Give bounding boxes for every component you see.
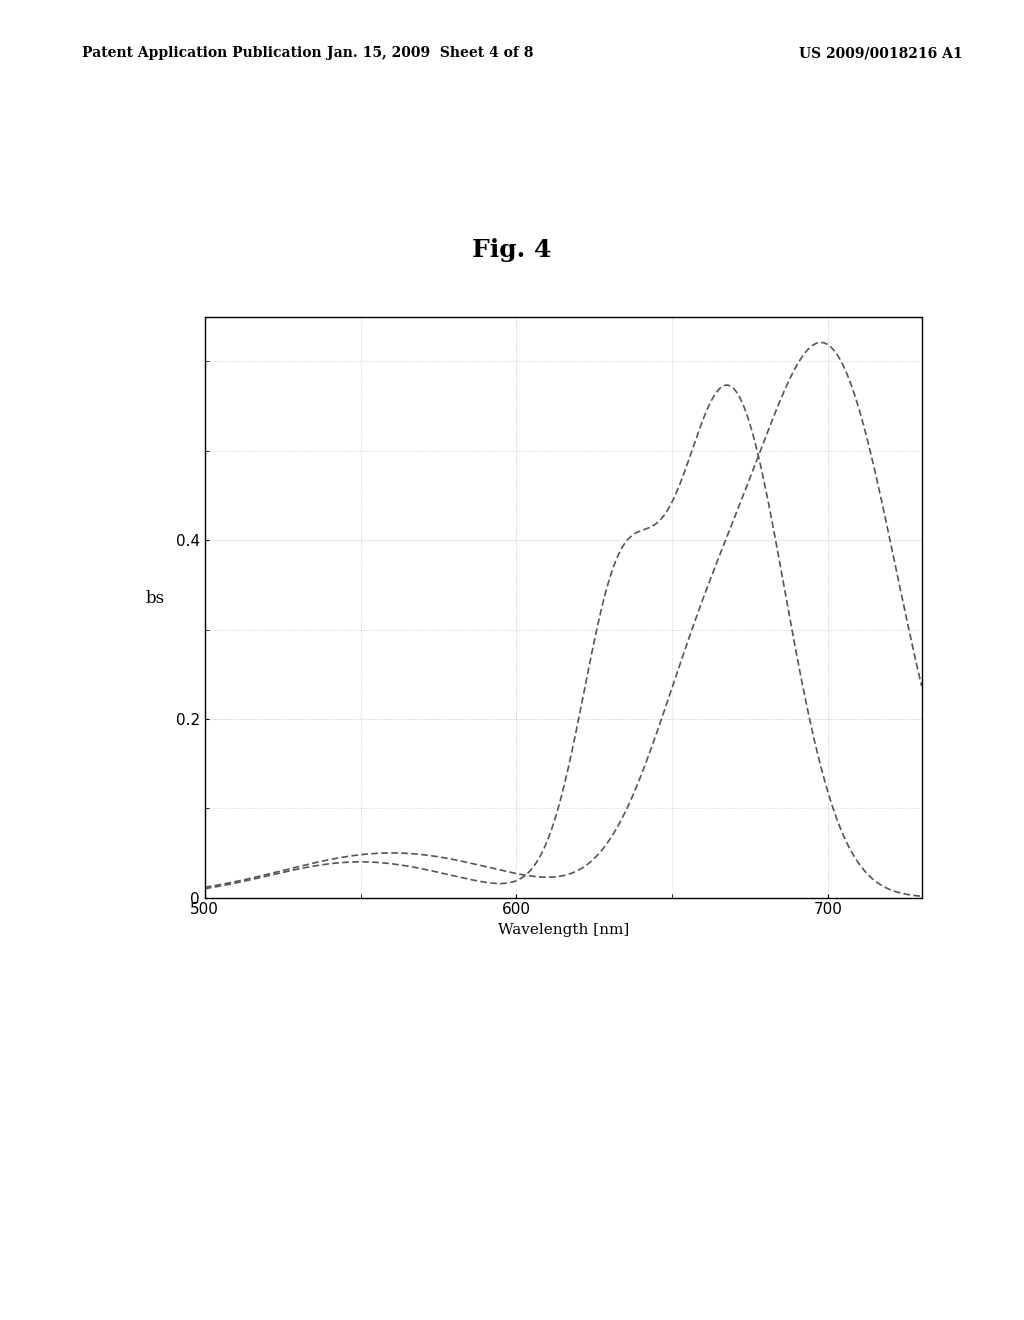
Text: Patent Application Publication: Patent Application Publication (82, 46, 322, 61)
Text: Fig. 4: Fig. 4 (472, 238, 552, 261)
Text: US 2009/0018216 A1: US 2009/0018216 A1 (799, 46, 963, 61)
X-axis label: Wavelength [nm]: Wavelength [nm] (498, 923, 629, 937)
Y-axis label: bs: bs (145, 590, 165, 607)
Text: Jan. 15, 2009  Sheet 4 of 8: Jan. 15, 2009 Sheet 4 of 8 (327, 46, 534, 61)
